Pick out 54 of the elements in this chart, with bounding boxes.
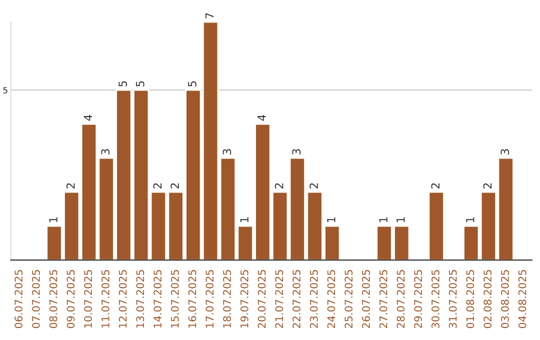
data-label: 1 bbox=[240, 217, 248, 222]
data-label: 4 bbox=[258, 114, 266, 121]
data-label: 2 bbox=[66, 183, 75, 189]
x-tick-label: 19.07.2025 bbox=[240, 270, 248, 328]
data-label: 5 bbox=[118, 81, 127, 86]
data-label: 7 bbox=[206, 13, 214, 18]
data-label: 1 bbox=[379, 217, 388, 222]
data-label: 5 bbox=[136, 81, 144, 86]
x-tick-label: 28.07.2025 bbox=[396, 270, 405, 328]
x-tick-label: 31.07.2025 bbox=[448, 270, 457, 328]
x-tick-label: 10.07.2025 bbox=[84, 270, 92, 328]
x-tick-label: 02.08.2025 bbox=[484, 270, 492, 328]
x-tick-label: 04.08.2025 bbox=[518, 270, 526, 328]
x-tick-label: 27.07.2025 bbox=[379, 270, 388, 328]
data-label: 2 bbox=[274, 183, 284, 189]
x-tick-label: 24.07.2025 bbox=[327, 270, 336, 328]
x-tick-label: 11.07.2025 bbox=[101, 270, 110, 328]
x-tick-label: 08.07.2025 bbox=[49, 270, 58, 328]
x-tick-label: 07.07.2025 bbox=[32, 270, 40, 328]
data-label: 2 bbox=[483, 183, 492, 189]
data-label: 2 bbox=[431, 183, 440, 189]
x-tick-label: 16.07.2025 bbox=[188, 270, 196, 328]
data-label: 1 bbox=[396, 217, 405, 222]
x-tick-label: 18.07.2025 bbox=[223, 270, 231, 328]
data-label: 1 bbox=[327, 217, 336, 222]
data-label: 1 bbox=[466, 217, 474, 222]
data-label: 3 bbox=[292, 149, 301, 154]
x-tick-label: 01.08.2025 bbox=[466, 270, 474, 328]
x-tick-label: 14.07.2025 bbox=[154, 270, 162, 328]
x-tick-label: 17.07.2025 bbox=[206, 270, 214, 328]
x-tick-label: 03.08.2025 bbox=[500, 270, 509, 328]
data-label: 2 bbox=[153, 183, 162, 189]
data-label: 5 bbox=[188, 81, 196, 86]
data-label: 2 bbox=[170, 183, 179, 189]
data-label: 3 bbox=[500, 149, 510, 154]
x-tick-label: 21.07.2025 bbox=[275, 270, 284, 328]
x-tick-label: 09.07.2025 bbox=[66, 270, 75, 328]
data-label: 4 bbox=[84, 114, 92, 121]
data-label: 3 bbox=[222, 149, 232, 154]
x-tick-label: 15.07.2025 bbox=[170, 270, 179, 328]
data-label: 2 bbox=[310, 183, 318, 189]
x-tick-label: 25.07.2025 bbox=[344, 270, 353, 328]
bar bbox=[428, 191, 444, 260]
data-label: 3 bbox=[101, 149, 110, 154]
x-tick-label: 26.07.2025 bbox=[362, 270, 370, 328]
x-tick-label: 29.07.2025 bbox=[414, 270, 422, 328]
x-tick-label: 13.07.2025 bbox=[136, 270, 144, 328]
data-label: 1 bbox=[49, 217, 58, 222]
x-tick-label: 20.07.2025 bbox=[258, 270, 266, 328]
x-tick-label: 06.07.2025 bbox=[14, 270, 23, 328]
x-tick-label: 23.07.2025 bbox=[310, 270, 318, 328]
x-tick-label: 30.07.2025 bbox=[432, 270, 440, 328]
x-tick-label: 22.07.2025 bbox=[292, 270, 300, 328]
x-tick-label: 12.07.2025 bbox=[118, 270, 127, 328]
